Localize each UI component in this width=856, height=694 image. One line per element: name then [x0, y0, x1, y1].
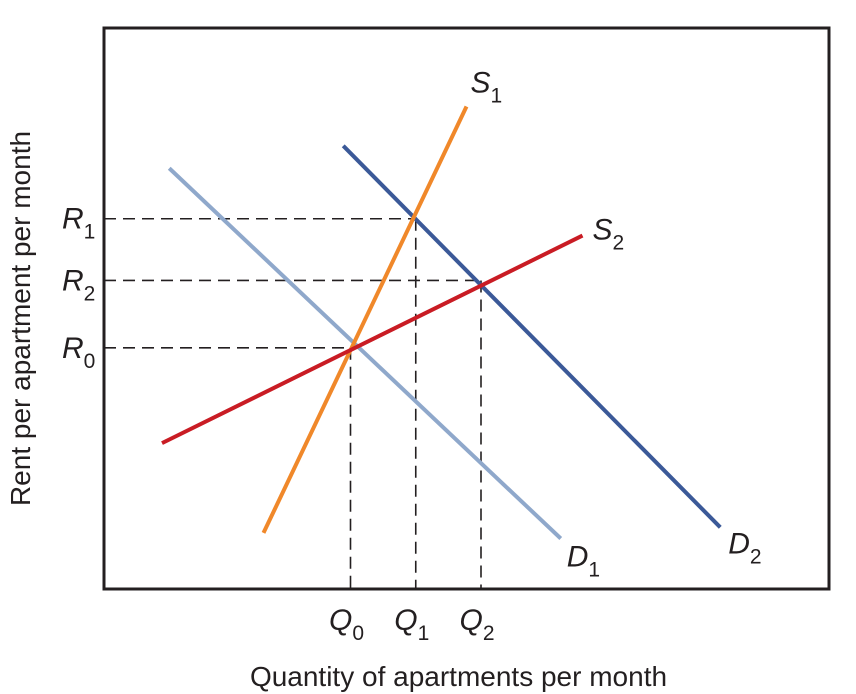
x-tick-label-q1: Q1: [394, 604, 429, 645]
plot-area-border: [102, 26, 831, 591]
series-line-d2: [341, 144, 722, 529]
x-axis-title: Quantity of apartments per month: [250, 661, 667, 692]
y-tick-label-r1: R1: [62, 203, 95, 244]
y-tick-label-r2: R2: [62, 264, 95, 305]
x-tick-label-q2: Q2: [459, 604, 494, 645]
series-label-d1: D1: [567, 541, 600, 582]
y-axis-title: Rent per apartment per month: [5, 131, 36, 506]
series-line-s1: [261, 105, 469, 534]
series-label-d2: D2: [728, 527, 761, 568]
series-label-s2: S2: [593, 214, 625, 255]
series-line-d1: [167, 166, 563, 540]
series-line-s2: [161, 233, 584, 445]
x-tick-label-q0: Q0: [329, 604, 364, 645]
y-tick-label-r0: R0: [62, 332, 95, 373]
series-label-s1: S1: [471, 67, 503, 108]
